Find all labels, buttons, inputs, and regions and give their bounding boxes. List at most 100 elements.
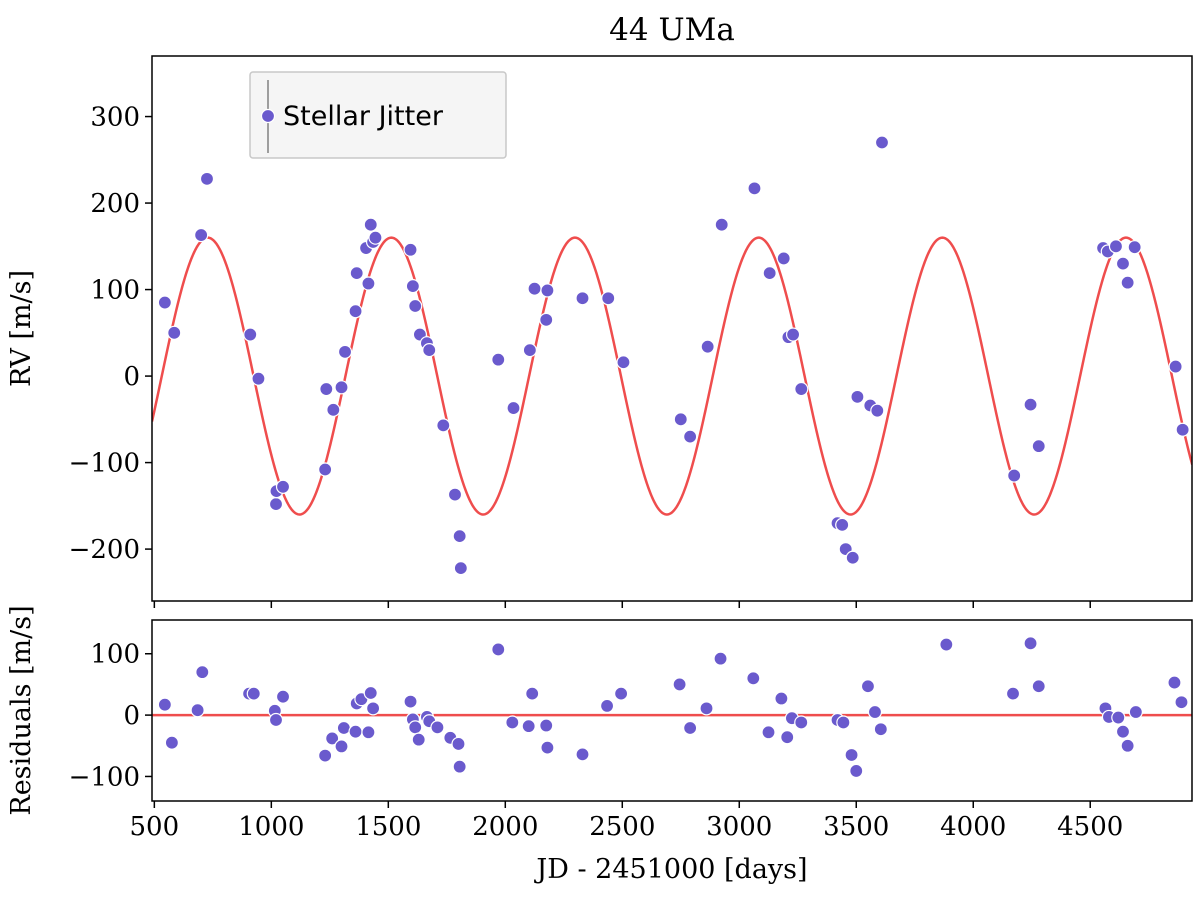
data-point [1023,636,1038,651]
data-point [1115,724,1131,739]
data-point [540,283,555,298]
data-point [243,327,258,342]
x-tick-label: 1500 [355,812,421,842]
data-point [275,479,291,494]
data-point [539,718,554,733]
data-point [1120,738,1135,753]
data-point [614,686,629,701]
data-point [1168,359,1183,374]
data-point [452,529,467,544]
data-point [776,251,791,266]
y-tick-label: 100 [90,276,140,306]
data-point [453,561,468,576]
data-point [336,720,351,736]
data-point [268,712,284,728]
data-point [746,671,761,686]
data-point [348,304,363,319]
data-point [319,381,334,397]
y-axis-label: Residuals [m/s] [6,605,37,815]
data-point [527,281,542,296]
data-point [1128,704,1143,720]
data-point [785,327,801,342]
y-tick-label: 0 [123,362,140,392]
y-tick-label: 300 [90,103,140,133]
data-point [761,725,776,740]
data-point [683,429,698,444]
data-point [1031,439,1046,454]
data-point [1007,468,1022,483]
data-point [672,677,687,692]
data-point [246,686,261,701]
x-tick-label: 4500 [1057,812,1123,842]
x-axis-label: JD - 2451000 [days] [533,854,807,885]
data-point [157,697,172,712]
y-tick-label: 200 [90,189,140,219]
data-point [525,686,540,701]
data-point [870,403,885,418]
data-point [452,759,467,774]
y-tick-label: −100 [69,762,140,792]
data-point [422,343,437,358]
x-tick-label: 3000 [706,812,772,842]
data-point [1005,686,1021,701]
data-point [774,691,789,706]
data-point [447,487,463,502]
data-point [506,400,521,416]
data-point [780,730,795,745]
data-point [699,701,714,716]
data-point [683,720,698,736]
y-tick-label: 0 [123,701,140,731]
data-point [1023,397,1038,412]
data-point [195,665,210,680]
data-point [325,731,340,746]
x-tick-label: 1000 [238,812,304,842]
x-tick-label: 4000 [940,812,1006,842]
data-point [835,517,850,532]
y-tick-label: −100 [69,449,140,479]
data-point [411,732,426,747]
legend: Stellar Jitter [249,71,507,159]
data-point [337,344,353,359]
data-point [361,725,376,740]
data-point [521,719,536,734]
data-point [700,339,715,354]
data-point [844,747,859,763]
data-point [451,736,466,752]
data-point [860,679,876,694]
data-point [408,720,423,735]
data-point [403,242,418,257]
data-point [850,389,865,404]
data-point [348,724,363,739]
data-point [616,355,631,370]
data-point [251,371,266,386]
data-point [430,720,445,735]
data-point [194,227,209,243]
data-point [318,748,333,763]
data-point [436,418,451,433]
data-point [275,689,291,704]
data-point [403,694,418,709]
data-point [540,740,555,755]
data-point [326,402,341,417]
data-point [713,651,728,666]
x-tick-label: 2000 [472,812,538,842]
data-point [1127,240,1142,255]
axes-frame [151,55,1193,602]
data-point [794,381,809,397]
data-point [505,715,520,730]
data-point [268,497,284,512]
data-point [1111,710,1126,725]
data-point [199,171,215,186]
data-point [1175,422,1190,437]
x-tick-label: 2500 [589,812,655,842]
data-point [1120,275,1135,290]
data-point [867,704,883,720]
legend-marker [260,108,276,124]
data-point [575,747,590,762]
data-point [575,291,590,306]
x-tick-label: 500 [130,812,180,842]
data-point [601,291,616,306]
data-point [673,412,688,427]
data-point [363,217,378,232]
